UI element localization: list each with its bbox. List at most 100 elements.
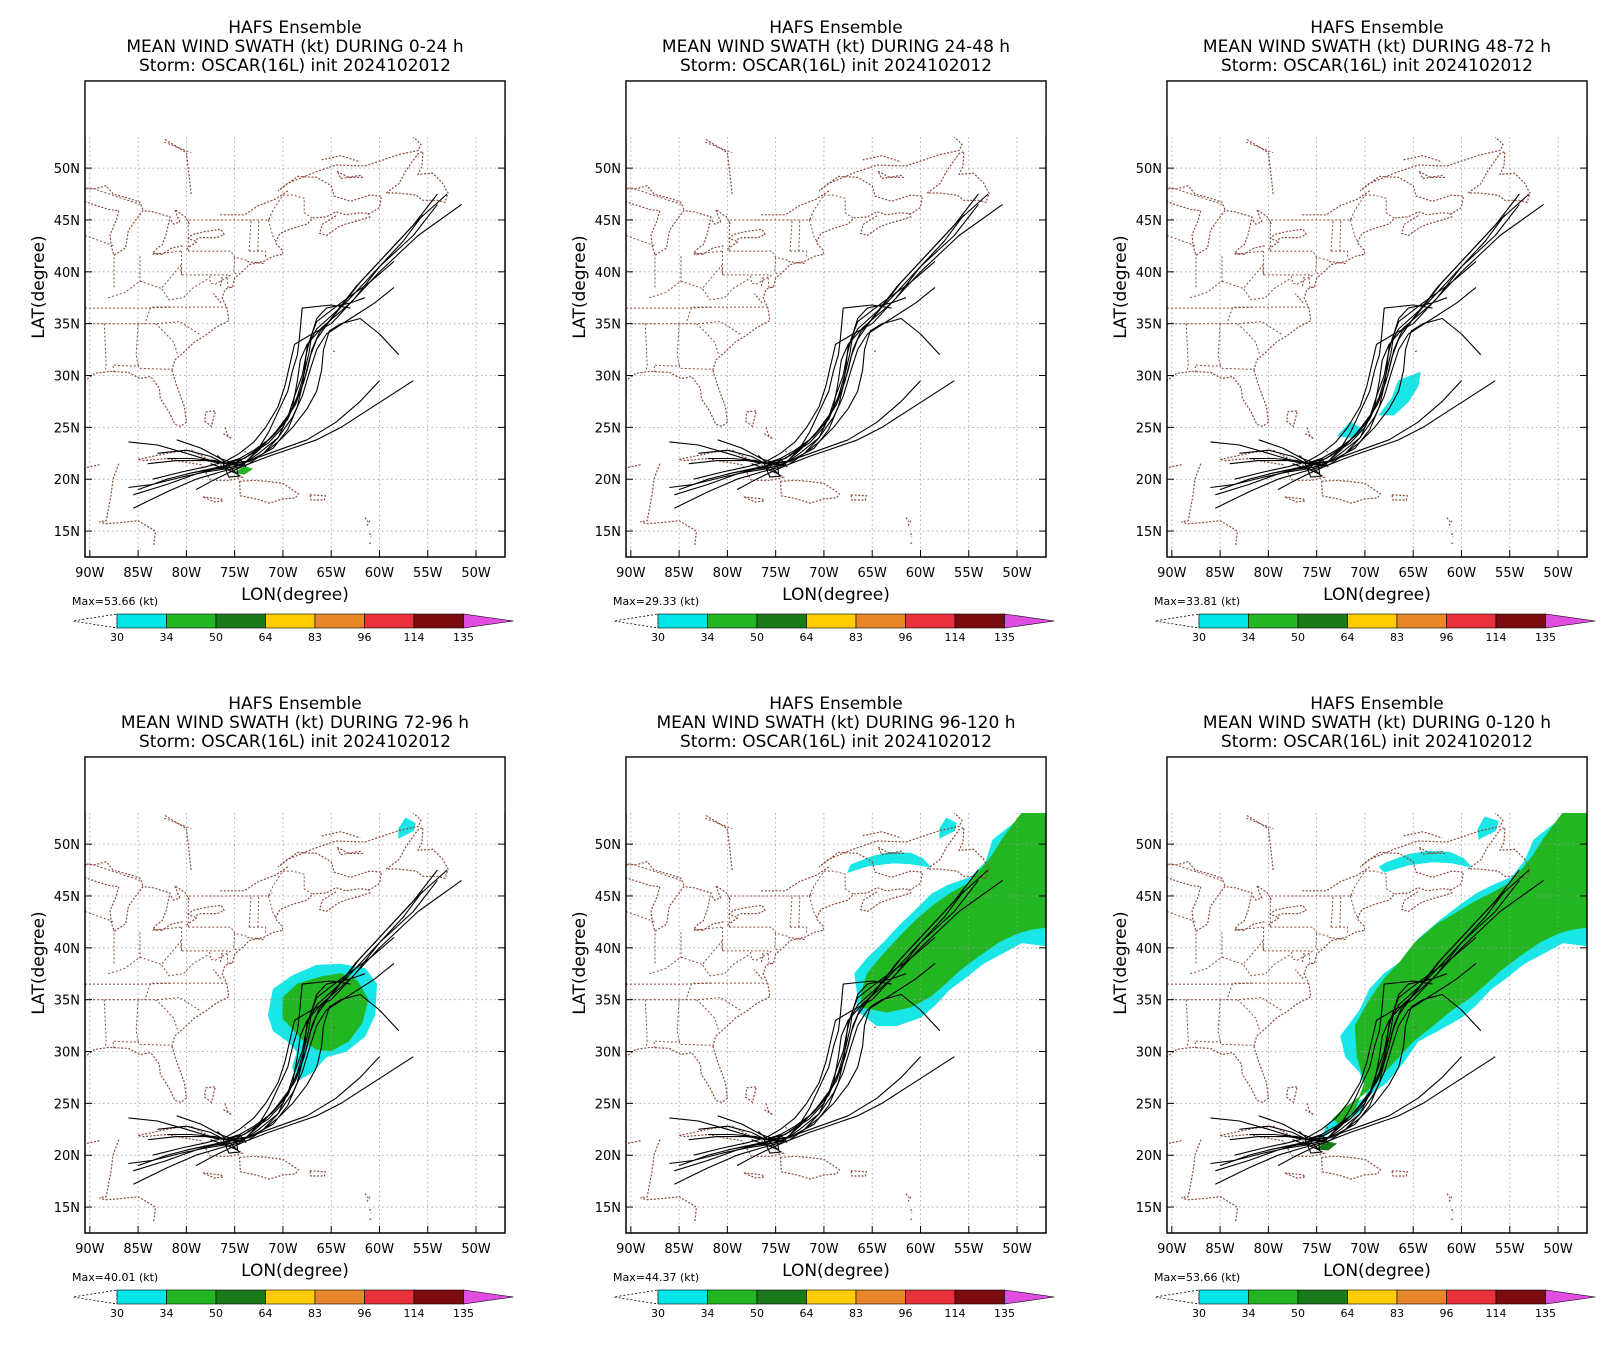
x-tick-label: 70W xyxy=(1350,1242,1380,1257)
coastline xyxy=(1245,138,1274,195)
colorbar-tick-label: 50 xyxy=(750,631,764,644)
swath-30kt xyxy=(1378,850,1473,873)
border-line xyxy=(1234,250,1264,255)
coastline xyxy=(1284,1172,1307,1179)
y-tick-label: 30N xyxy=(595,370,621,385)
border-line xyxy=(728,194,854,252)
border-line xyxy=(798,895,801,928)
border-line xyxy=(1194,323,1221,373)
colorbar-swatch xyxy=(265,613,316,629)
panel-subtitle: MEAN WIND SWATH (kt) DURING 48-72 h xyxy=(1203,37,1551,57)
colorbar-swatch xyxy=(1396,1289,1447,1305)
colorbar-tick-label: 83 xyxy=(849,631,863,644)
ensemble-tracks xyxy=(1210,869,1544,1185)
border-line xyxy=(268,216,273,221)
state-borders xyxy=(626,817,854,1049)
colorbar: Max=33.81 (kt) 30 34 50 64 83 96 114 135 xyxy=(1154,595,1596,644)
x-axis-label: LON(degree) xyxy=(1323,585,1431,605)
x-tick-label: 50W xyxy=(1002,566,1032,581)
y-tick-label: 15N xyxy=(1136,525,1162,540)
coastline xyxy=(1181,463,1239,547)
coastline xyxy=(1167,464,1182,469)
x-tick-label: 60W xyxy=(365,1242,395,1257)
swath-30kt xyxy=(939,817,957,839)
x-axis-label: LON(degree) xyxy=(1323,1261,1431,1281)
colorbar-swatch xyxy=(1297,613,1348,629)
border-line xyxy=(1263,927,1316,964)
y-tick-label: 40N xyxy=(595,942,621,957)
x-tick-label: 65W xyxy=(858,1242,888,1257)
x-tick-label: 70W xyxy=(268,566,298,581)
coastline xyxy=(335,845,364,856)
y-tick-label: 45N xyxy=(54,214,80,229)
border-line xyxy=(701,940,749,977)
x-tick-label: 60W xyxy=(1447,566,1477,581)
x-tick-label: 60W xyxy=(365,566,395,581)
border-line xyxy=(1331,250,1349,259)
coastline xyxy=(1467,150,1531,204)
ensemble-track xyxy=(137,214,424,491)
colorbar-max-label: Max=53.66 (kt) xyxy=(1154,1271,1240,1284)
ensemble-track xyxy=(1277,936,1477,1167)
coastline xyxy=(219,276,223,288)
storm-label: Storm: OSCAR(16L) init 2024102012 xyxy=(139,56,451,76)
coastline xyxy=(1450,1218,1454,1222)
coastline xyxy=(85,1046,188,1103)
border-line xyxy=(1315,933,1320,952)
coastline xyxy=(163,138,192,195)
colorbar-tick-label: 30 xyxy=(110,631,124,644)
ensemble-track xyxy=(1239,973,1448,1141)
panel-subtitle: MEAN WIND SWATH (kt) DURING 96-120 h xyxy=(657,713,1016,733)
colorbar-tick-label: 64 xyxy=(1341,1307,1355,1320)
colorbar-tick-label: 83 xyxy=(849,1307,863,1320)
map-frame xyxy=(1166,756,1588,1234)
coastline xyxy=(1467,826,1531,880)
colorbar-swatch xyxy=(1396,613,1447,629)
y-tick-label: 50N xyxy=(595,162,621,177)
ensemble-track xyxy=(688,193,989,466)
x-tick-label: 75W xyxy=(220,566,250,581)
coastline xyxy=(760,952,764,964)
x-tick-label: 85W xyxy=(1205,566,1235,581)
coastline xyxy=(926,150,990,204)
coastline xyxy=(85,876,171,933)
border-line xyxy=(181,927,234,964)
y-tick-label: 35N xyxy=(595,318,621,333)
border-line xyxy=(155,999,179,1031)
x-tick-label: 55W xyxy=(413,566,443,581)
x-tick-label: 55W xyxy=(1495,1242,1525,1257)
ensemble-track xyxy=(669,980,892,1165)
coastline xyxy=(712,137,963,371)
border-line xyxy=(1167,188,1223,205)
coastline xyxy=(702,921,724,931)
border-line xyxy=(790,926,808,935)
colorbar-swatch xyxy=(215,1289,266,1305)
border-line xyxy=(1219,1040,1255,1046)
ensemble-track xyxy=(678,214,965,491)
colorbar-tick-label: 30 xyxy=(1192,631,1206,644)
y-tick-label: 20N xyxy=(1136,473,1162,488)
border-line xyxy=(1237,323,1261,355)
coastline xyxy=(364,517,369,523)
frame-top-fill xyxy=(85,757,505,813)
colorbar-tick-label: 96 xyxy=(899,1307,913,1320)
storm-label: Storm: OSCAR(16L) init 2024102012 xyxy=(680,56,992,76)
y-tick-label: 45N xyxy=(595,890,621,905)
x-tick-label: 65W xyxy=(858,566,888,581)
x-tick-label: 90W xyxy=(75,566,105,581)
border-line xyxy=(809,892,814,897)
coastline xyxy=(763,427,774,440)
x-tick-label: 50W xyxy=(1543,1242,1573,1257)
map-frame xyxy=(84,756,506,1234)
coastline xyxy=(171,813,422,1047)
border-line xyxy=(1167,864,1223,881)
panel-subtitle: MEAN WIND SWATH (kt) DURING 72-96 h xyxy=(121,713,469,733)
colorbar-tick-label: 135 xyxy=(453,631,474,644)
coastline xyxy=(99,1139,157,1223)
y-tick-label: 45N xyxy=(54,890,80,905)
colorbar-high-triangle xyxy=(463,613,514,629)
x-tick-label: 70W xyxy=(1350,566,1380,581)
colorbar-tick-label: 50 xyxy=(1291,631,1305,644)
border-line xyxy=(257,895,260,928)
